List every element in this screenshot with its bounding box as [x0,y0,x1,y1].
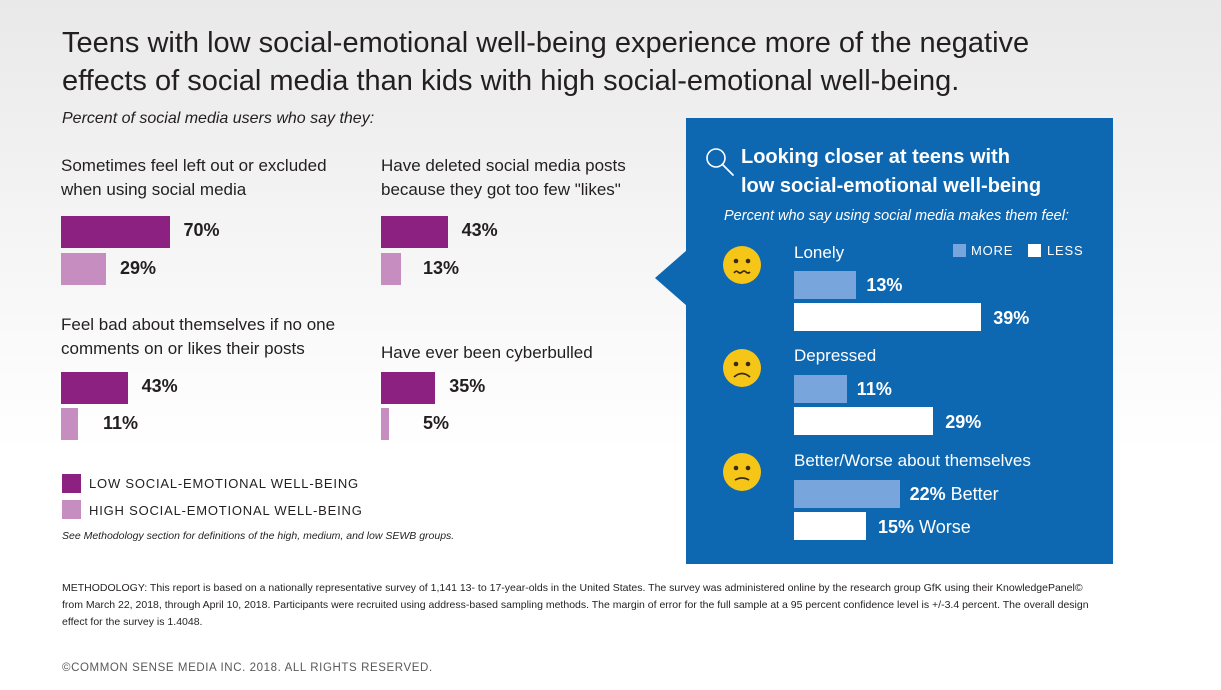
legend-label-less: LESS [1047,243,1084,258]
methodology-text: METHODOLOGY: This report is based on a n… [62,580,1102,631]
bar-less [794,303,982,331]
bar-high-value: 11% [103,413,139,433]
bar-more [794,271,857,299]
legend-label-low: LOW SOCIAL-EMOTIONAL WELL-BEING [89,476,359,491]
bar-high-value: 5% [423,413,450,433]
bar-low-value: 35% [449,376,486,396]
bar-less-value: 15% Worse [878,517,971,537]
page-title: Teens with low social-emotional well-bei… [62,27,1030,97]
bar-less-value: 29% [945,412,982,432]
copyright: ©COMMON SENSE MEDIA INC. 2018. ALL RIGHT… [62,662,433,674]
bar-low [61,372,128,404]
worse-face-icon [723,453,761,491]
category-label: Have deleted social media posts because … [381,156,626,199]
bar-more [794,375,847,403]
legend-swatch-less [1028,244,1041,257]
depressed-face-icon [723,349,761,387]
legend-swatch-high [62,500,81,519]
panel-title-line1: Looking closer at teens with [741,146,1010,168]
bar-low-value: 43% [461,220,498,240]
bar-less [794,407,934,435]
bar-more [794,480,900,508]
bar-more-value: 11% [856,379,892,399]
panel-category-label: Lonely [794,243,845,262]
panel-category-label: Better/Worse about themselves [794,451,1031,470]
bar-more-value: 22% Better [909,484,999,504]
bar-low [381,216,448,248]
category-label: Feel bad about themselves if no one comm… [61,315,336,358]
bar-more-value: 13% [866,275,903,295]
bar-more-word: Better [945,484,999,504]
legend-swatch-low [62,474,81,493]
bar-low [61,216,170,248]
bar-high-value: 29% [119,258,156,278]
bar-less-word: Worse [914,517,971,537]
legend-label-high: HIGH SOCIAL-EMOTIONAL WELL-BEING [89,503,363,518]
bar-high [381,253,402,285]
panel-pointer [655,250,687,306]
legend-label-more: MORE [971,243,1014,258]
bar-high [381,408,389,440]
bar-high-value: 13% [423,258,460,278]
bar-high [61,253,106,285]
category-label: Have ever been cyberbulled [381,343,593,362]
chart-subtitle: Percent of social media users who say th… [62,110,375,127]
bar-high [61,408,79,440]
bar-low-value: 43% [141,376,178,396]
bar-low [381,372,436,404]
legend-swatch-more [953,244,966,257]
panel-title-line2: low social-emotional well-being [741,175,1042,197]
bar-less [794,512,866,540]
category-label: Sometimes feel left out or excluded when… [61,156,327,199]
panel-category-label: Depressed [794,346,877,365]
bar-less-value: 39% [993,308,1030,328]
methodology-note: See Methodology section for definitions … [62,530,455,542]
bar-low-value: 70% [183,220,220,240]
panel-subtitle: Percent who say using social media makes… [724,208,1069,224]
search-icon [706,148,734,176]
methodology-label: METHODOLOGY: [62,582,148,594]
methodology-body: This report is based on a nationally rep… [62,582,1089,628]
lonely-face-icon [723,246,761,284]
panel-title: Looking closer at teens with low social-… [741,143,1041,201]
